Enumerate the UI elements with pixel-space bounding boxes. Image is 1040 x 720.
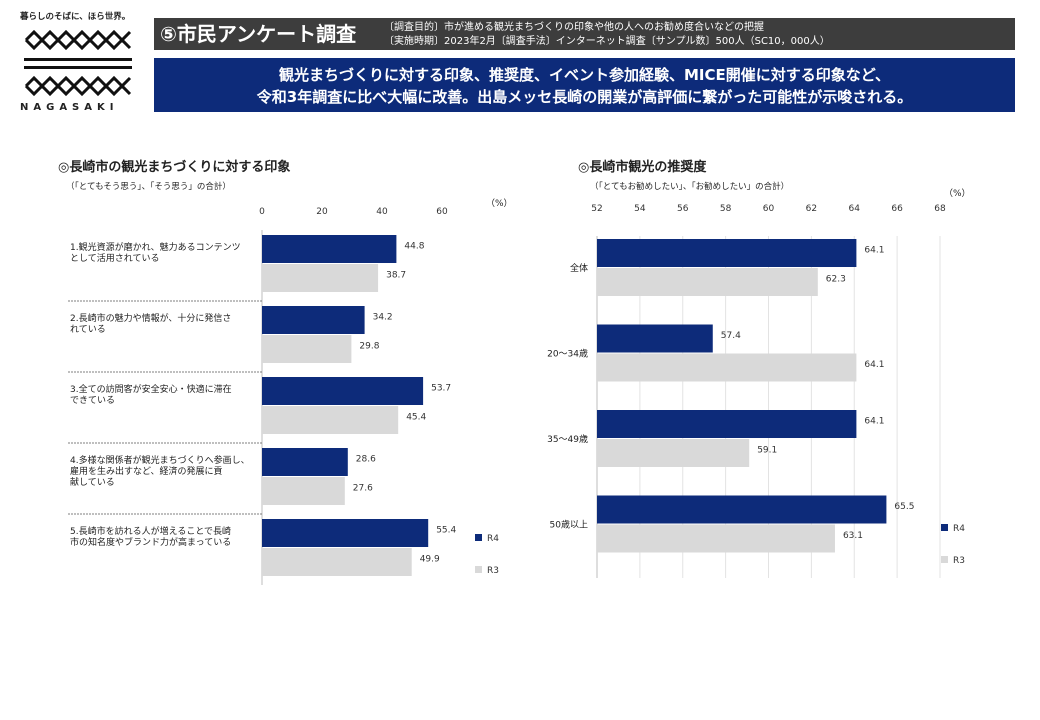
- banner-line1: 観光まちづくりに対する印象、推奨度、イベント参加経験、MICE開催に対する印象な…: [278, 66, 891, 84]
- logo-mark: [24, 29, 132, 97]
- chart1-category-label: として活用されている: [70, 252, 159, 264]
- chart1-subtitle: （「とてもそう思う」、「そう思う」の合計）: [66, 182, 231, 192]
- banner-line2: 令和3年調査に比べ大幅に改善。出島メッセ長崎の開業が高評価に繋がった可能性が示唆…: [256, 88, 913, 106]
- chart1-category-label: 献している: [70, 476, 115, 488]
- chart1-category-label: 5.長崎市を訪れる人が増えることで長崎: [70, 525, 231, 537]
- chart1-legend-swatch: [475, 534, 482, 541]
- page-title: ⑤市民アンケート調査: [154, 18, 370, 50]
- chart2-tick-label: 54: [634, 204, 646, 214]
- chart1-data-label: 29.8: [359, 342, 379, 352]
- chart2-data-label: 64.1: [864, 417, 884, 427]
- chart1-bar-r3: [262, 406, 399, 434]
- chart2-tick-label: 52: [591, 204, 602, 214]
- logo-slogan: 暮らしのそばに、ほら世界。: [20, 12, 131, 22]
- chart1-title: ◎長崎市の観光まちづくりに対する印象: [58, 160, 291, 175]
- chart2-bar-r4: [597, 495, 887, 524]
- chart1-category-label: 2.長崎市の魅力や情報が、十分に発信さ: [70, 312, 231, 324]
- chart1-bar-r3: [262, 264, 379, 292]
- chart2-tick-label: 62: [806, 204, 817, 214]
- chart1-data-label: 27.6: [353, 484, 373, 494]
- chart1-data-label: 55.4: [436, 526, 456, 536]
- chart1-legend-label: R3: [487, 566, 499, 576]
- chart1-category-label: 市の知名度やブランド力が高まっている: [70, 536, 231, 548]
- chart1-category-label: 3.全ての訪問客が安全安心・快適に滞在: [70, 383, 232, 395]
- chart2-subtitle: （「とてもお勧めしたい」、「お勧めしたい」の合計）: [590, 182, 790, 192]
- chart1-tick-label: 60: [436, 207, 448, 217]
- chart2-title: ◎長崎市観光の推奨度: [578, 160, 707, 175]
- summary-banner: 観光まちづくりに対する印象、推奨度、イベント参加経験、MICE開催に対する印象な…: [154, 58, 1015, 112]
- chart1-data-label: 45.4: [406, 413, 426, 423]
- chart1-data-label: 34.2: [373, 313, 393, 323]
- chart2-tick-label: 60: [763, 204, 775, 214]
- chart1-bar-r4: [262, 519, 429, 547]
- chart1-bar-r4: [262, 306, 365, 334]
- chart2-bar-r3: [597, 524, 835, 553]
- chart1-category-label: れている: [70, 324, 106, 335]
- chart2-bar-r4: [597, 410, 857, 438]
- logo-wordmark: NAGASAKI: [20, 102, 119, 113]
- chart2-category-label: 35～49歳: [547, 433, 588, 445]
- chart2-bar-r4: [597, 239, 857, 267]
- chart2-data-label: 59.1: [757, 446, 777, 456]
- chart1-bar-r3: [262, 548, 412, 576]
- chart1-data-label: 53.7: [431, 384, 451, 394]
- chart1-data-label: 49.9: [420, 555, 440, 565]
- chart1-tick-label: 20: [316, 207, 328, 217]
- chart2-data-label: 63.1: [843, 531, 863, 541]
- chart2-tick-label: 64: [849, 204, 861, 214]
- chart1-category-label: 雇用を生み出すなど、経済の発展に貢: [70, 465, 223, 477]
- chart2-data-label: 64.1: [864, 360, 884, 370]
- chart1-unit: （%）: [486, 199, 513, 209]
- chart1-bar-r3: [262, 477, 345, 505]
- chart2-data-label: 64.1: [864, 246, 884, 256]
- chart2-tick-label: 66: [891, 204, 903, 214]
- recommendation-bar-chart: 52 54 56 58 60 62 64 66 68 全体 64.1 62.3 20～34歳 57.4 64…: [547, 204, 965, 578]
- chart1-data-label: 44.8: [404, 242, 424, 252]
- chart1-tick-label: 0: [259, 207, 265, 217]
- chart2-data-label: 62.3: [826, 275, 846, 285]
- chart2-legend-swatch: [941, 524, 948, 531]
- nagasaki-logo: 暮らしのそばに、ほら世界。 NAGASAKI: [20, 10, 140, 114]
- chart1-bar-r4: [262, 377, 424, 405]
- survey-meta-line2: 〔実施時期〕2023年2月〔調査手法〕インターネット調査〔サンプル数〕500人（…: [384, 36, 830, 47]
- chart1-data-label: 28.6: [356, 455, 376, 465]
- chart1-legend-swatch: [475, 566, 482, 573]
- survey-meta-line1: 〔調査目的〕市が進める観光まちづくりの印象や他の人へのお勧め度合いなどの把握: [384, 22, 764, 33]
- chart2-category-label: 20～34歳: [547, 348, 588, 360]
- chart1-category-label: 4.多様な関係者が観光まちづくりへ参画し、: [70, 454, 250, 466]
- chart1-bar-r3: [262, 335, 352, 363]
- chart2-bar-r4: [597, 324, 713, 353]
- chart2-data-label: 57.4: [721, 331, 741, 341]
- chart2-data-label: 65.5: [894, 502, 914, 512]
- chart2-bar-r3: [597, 268, 818, 296]
- chart1-bar-r4: [262, 235, 397, 263]
- chart2-tick-label: 58: [720, 204, 732, 214]
- chart2-bar-r3: [597, 439, 750, 467]
- chart1-category-label: できている: [70, 395, 115, 406]
- chart2-category-label: 全体: [570, 262, 588, 274]
- chart1-legend-label: R4: [487, 534, 499, 544]
- chart2-tick-label: 68: [934, 204, 946, 214]
- chart2-legend-label: R3: [953, 556, 965, 566]
- chart2-legend-label: R4: [953, 524, 965, 534]
- chart1-category-label: 1.観光資源が磨かれ、魅力あるコンテンツ: [70, 241, 241, 253]
- chart2-legend-swatch: [941, 556, 948, 563]
- chart1-data-label: 38.7: [386, 271, 406, 281]
- chart2-bar-r3: [597, 353, 857, 382]
- chart1-tick-label: 40: [376, 207, 388, 217]
- chart1-bar-r4: [262, 448, 348, 476]
- survey-meta: 〔調査目的〕市が進める観光まちづくりの印象や他の人へのお勧め度合いなどの把握 〔…: [370, 18, 1015, 50]
- chart2-category-label: 50歳以上: [550, 519, 588, 531]
- chart2-tick-label: 56: [677, 204, 689, 214]
- chart2-unit: （%）: [944, 189, 971, 199]
